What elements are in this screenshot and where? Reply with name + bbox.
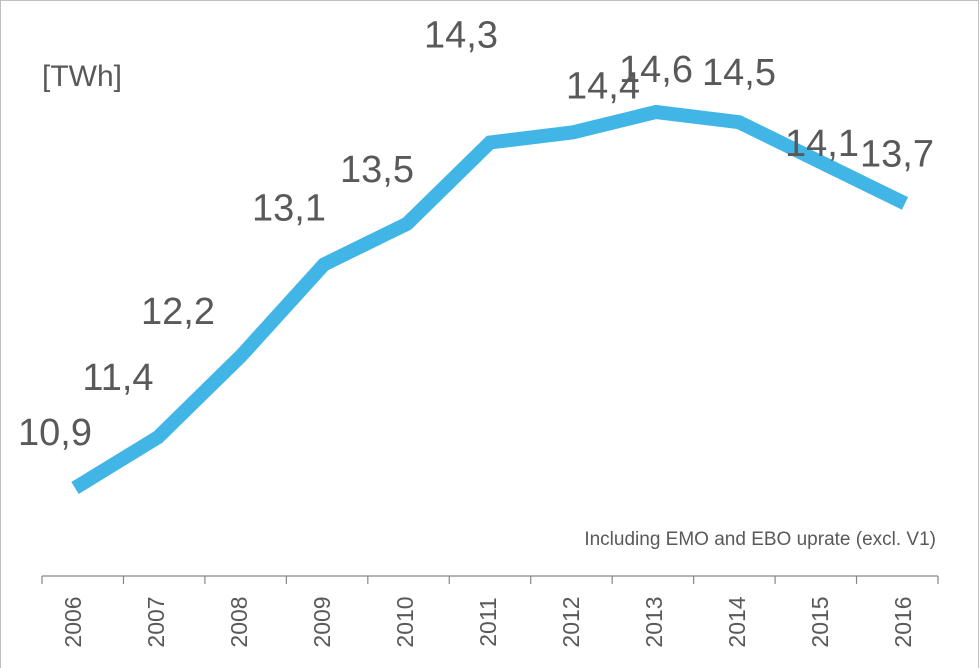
annotation: Including EMO and EBO uprate (excl. V1)	[584, 529, 936, 550]
x-tick-label: 2013	[641, 596, 667, 647]
x-tick-label: 2009	[309, 596, 335, 647]
x-tick-label: 2011	[475, 597, 501, 646]
data-label: 13,7	[860, 133, 934, 175]
data-label: 14,5	[702, 52, 776, 94]
x-tick-label: 2007	[143, 596, 169, 647]
data-label: 12,2	[141, 291, 215, 333]
x-tick-label: 2015	[807, 596, 833, 647]
data-label: 13,5	[340, 149, 414, 191]
data-label: 14,6	[619, 49, 693, 91]
x-tick-label: 2012	[558, 596, 584, 647]
line-series	[71, 104, 909, 494]
x-tick-label: 2006	[60, 596, 86, 647]
data-label: 10,9	[18, 412, 92, 454]
data-label: 14,1	[785, 123, 859, 165]
data-label: 11,4	[82, 357, 153, 399]
data-label: 13,1	[252, 187, 326, 229]
x-tick-label: 2014	[724, 596, 750, 647]
data-label: 14,4	[566, 65, 640, 107]
x-tick-label: 2008	[226, 596, 252, 647]
x-tick-label: 2010	[392, 596, 418, 647]
data-label: 14,3	[424, 15, 498, 57]
x-tick-label: 2016	[890, 596, 916, 647]
unit-label: [TWh]	[42, 60, 122, 93]
